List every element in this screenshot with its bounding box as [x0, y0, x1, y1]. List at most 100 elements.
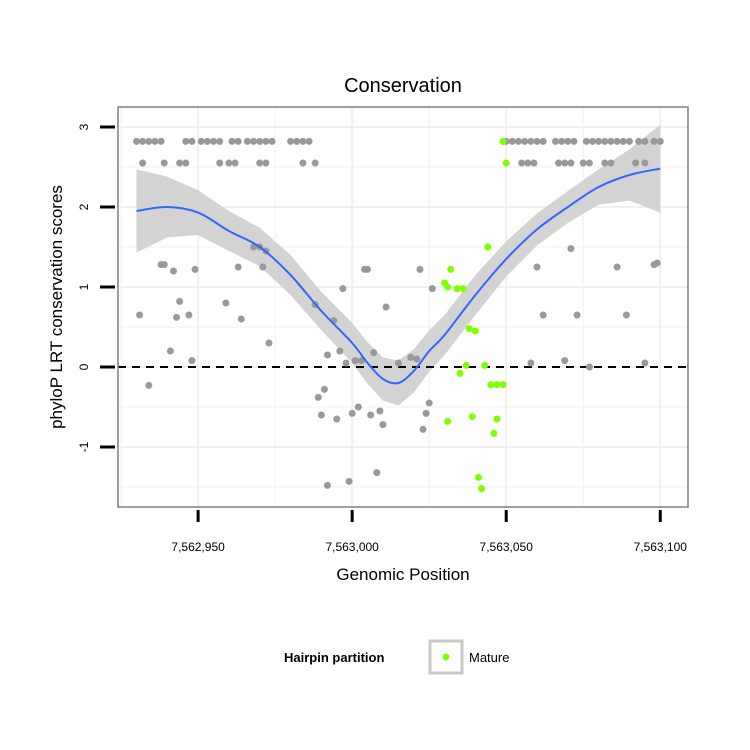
other-point: [222, 299, 230, 307]
other-point: [518, 159, 526, 167]
other-point: [203, 137, 211, 145]
mature-point: [484, 243, 492, 251]
mature-point: [468, 413, 476, 421]
other-point: [210, 137, 218, 145]
other-point: [561, 357, 569, 365]
other-point: [216, 137, 224, 145]
other-point: [641, 359, 649, 367]
other-point: [585, 363, 593, 371]
chart-title: Conservation: [344, 75, 462, 97]
other-point: [613, 263, 621, 271]
other-point: [262, 159, 270, 167]
other-point: [256, 159, 264, 167]
y-tick-label: 0: [77, 363, 91, 370]
x-tick-label: 7,563,000: [325, 540, 379, 554]
mature-point: [471, 327, 479, 335]
mature-point: [453, 285, 461, 293]
other-point: [373, 469, 381, 477]
x-tick-label: 7,563,100: [634, 540, 688, 554]
other-point: [653, 259, 661, 267]
other-point: [533, 263, 541, 271]
other-point: [234, 263, 242, 271]
other-point: [622, 311, 630, 319]
mature-point: [456, 369, 464, 377]
other-point: [228, 137, 236, 145]
mature-point: [487, 381, 495, 389]
other-point: [564, 137, 572, 145]
other-point: [413, 355, 421, 363]
other-point: [299, 159, 307, 167]
other-point: [169, 267, 177, 275]
plot-panel: [117, 106, 689, 508]
other-point: [533, 137, 541, 145]
y-tick-label: -1: [77, 441, 91, 452]
mature-point: [481, 361, 489, 369]
other-point: [530, 159, 538, 167]
mature-point: [493, 381, 501, 389]
other-point: [521, 137, 529, 145]
mature-point: [478, 485, 486, 493]
mature-point: [465, 325, 473, 333]
mature-point: [499, 381, 507, 389]
other-point: [320, 385, 328, 393]
other-point: [394, 359, 402, 367]
other-point: [339, 285, 347, 293]
other-point: [379, 421, 387, 429]
mature-point: [447, 265, 455, 273]
x-tick-label: 7,562,950: [171, 540, 225, 554]
other-point: [567, 159, 575, 167]
other-point: [539, 137, 547, 145]
other-point: [561, 159, 569, 167]
y-tick-label: 2: [77, 203, 91, 210]
other-point: [342, 359, 350, 367]
legend-label-mature: Mature: [469, 650, 509, 665]
legend: Hairpin partition Mature: [284, 639, 509, 675]
other-point: [268, 137, 276, 145]
other-point: [376, 407, 384, 415]
other-point: [299, 137, 307, 145]
mature-point: [493, 415, 501, 423]
other-point: [539, 311, 547, 319]
other-point: [515, 137, 523, 145]
mature-point: [499, 137, 507, 145]
other-point: [508, 137, 516, 145]
other-point: [524, 159, 532, 167]
other-point: [145, 381, 153, 389]
other-point: [136, 311, 144, 319]
other-point: [364, 265, 372, 273]
other-point: [367, 411, 375, 419]
mature-point: [502, 159, 510, 167]
other-point: [348, 409, 356, 417]
other-point: [173, 313, 181, 321]
x-tick-label: 7,563,050: [480, 540, 534, 554]
other-point: [527, 359, 535, 367]
other-point: [139, 137, 147, 145]
other-point: [157, 137, 165, 145]
other-point: [317, 411, 325, 419]
other-point: [160, 159, 168, 167]
other-point: [582, 137, 590, 145]
smooth-line: [136, 167, 661, 385]
other-point: [573, 311, 581, 319]
other-point: [625, 137, 633, 145]
other-point: [585, 159, 593, 167]
other-point: [216, 159, 224, 167]
y-axis: -1 0 1 2 3: [77, 123, 115, 452]
other-point: [333, 415, 341, 423]
other-point: [567, 245, 575, 253]
other-point: [607, 137, 615, 145]
mature-point: [444, 417, 452, 425]
other-point: [237, 315, 245, 323]
y-tick-label: 3: [77, 123, 91, 130]
other-point: [166, 347, 174, 355]
other-point: [256, 137, 264, 145]
other-point: [588, 137, 596, 145]
mature-point: [490, 429, 498, 437]
y-axis-title: phyloP LRT conservation scores: [47, 185, 66, 429]
other-point: [579, 159, 587, 167]
mature-point: [474, 473, 482, 481]
other-point: [160, 261, 168, 269]
other-point: [188, 357, 196, 365]
other-point: [345, 477, 353, 485]
other-point: [354, 403, 362, 411]
